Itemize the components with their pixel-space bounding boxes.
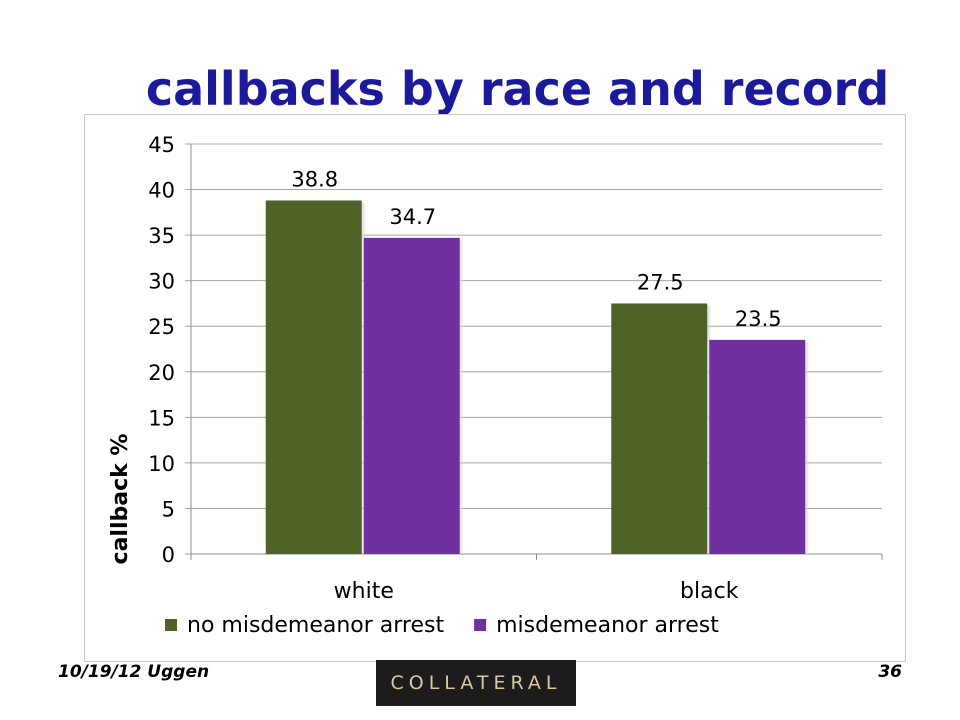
y-tick-label: 20 (148, 361, 175, 385)
data-label: 38.8 (291, 167, 338, 191)
y-tick-labels: 0 5 10 15 20 25 30 35 40 45 (148, 133, 175, 567)
bar (363, 237, 460, 554)
slide-title: callbacks by race and record (145, 62, 890, 116)
x-tick-label: black (680, 579, 739, 604)
legend: no misdemeanor arrest misdemeanor arrest (165, 613, 719, 638)
legend-label: misdemeanor arrest (496, 613, 719, 638)
bar (611, 303, 708, 554)
bars (265, 200, 809, 554)
collateral-logo: COLLATERAL (376, 660, 576, 706)
legend-swatch (165, 619, 177, 631)
y-tick-label: 30 (148, 270, 175, 294)
data-label: 34.7 (389, 205, 436, 229)
y-tick-label: 5 (162, 497, 175, 521)
page-number: 36 (878, 662, 902, 682)
y-axis-label: callback % (108, 434, 133, 565)
legend-swatch (474, 619, 487, 631)
y-tick-label: 45 (148, 133, 175, 157)
bar-chart: 0 5 10 15 20 25 30 35 40 45 38.8 34.7 27.5 23.5 whit… (108, 133, 883, 638)
y-tick-label: 35 (148, 224, 175, 248)
data-labels: 38.8 34.7 27.5 23.5 (291, 167, 781, 330)
y-tick-label: 25 (148, 315, 175, 339)
y-tick-label: 40 (148, 179, 175, 203)
bar (709, 339, 806, 554)
legend-label: no misdemeanor arrest (187, 613, 444, 638)
data-label: 23.5 (735, 307, 782, 331)
y-tick-label: 15 (148, 406, 175, 430)
footer-date-author: 10/19/12 Uggen (58, 662, 210, 682)
y-tick-label: 10 (148, 452, 175, 476)
bar (265, 200, 362, 554)
data-label: 27.5 (637, 270, 684, 294)
y-tick-label: 0 (162, 543, 175, 567)
x-tick-labels: white black (334, 579, 739, 604)
chart-area: 0 5 10 15 20 25 30 35 40 45 38.8 34.7 27.5 23.5 whit… (84, 114, 906, 662)
x-tick-label: white (334, 579, 394, 604)
